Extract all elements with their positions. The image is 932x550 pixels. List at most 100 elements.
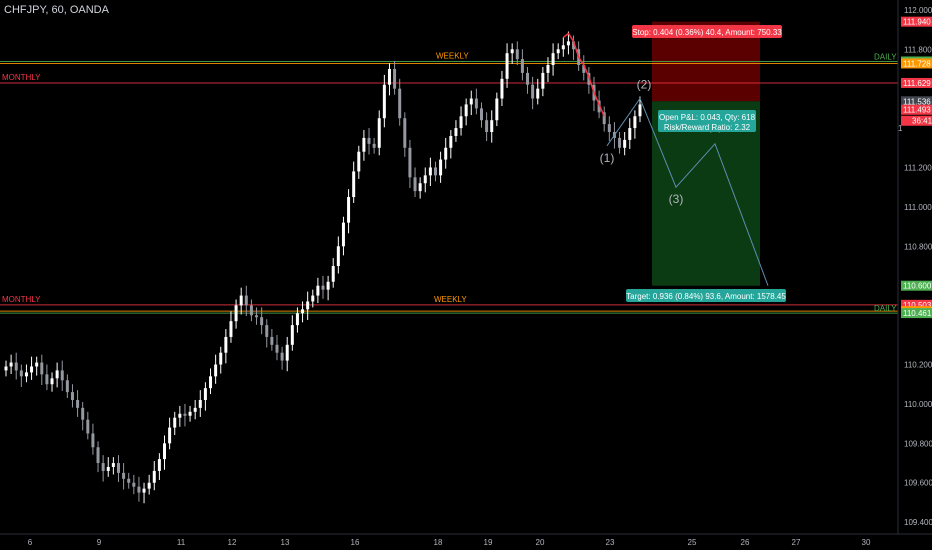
x-tick: 27 [792, 538, 801, 547]
candle-body [398, 88, 402, 119]
candle-body [526, 72, 530, 85]
wave-label-1: (1) [600, 151, 615, 165]
stop-label-box [632, 25, 782, 38]
candle-body [520, 59, 524, 73]
candle-body [101, 463, 105, 471]
candle-body [280, 352, 284, 361]
candle-body [86, 419, 90, 434]
candle-body [408, 147, 412, 178]
daily-label-upper: DAILY [874, 52, 897, 61]
candle-body [382, 84, 386, 119]
x-tick: 26 [741, 538, 750, 547]
candle-body [459, 116, 463, 129]
candle-body [295, 313, 299, 326]
candle-body [439, 159, 443, 176]
weekly-label-lower: WEEKLY [434, 295, 467, 304]
candle-body [255, 315, 259, 318]
candle-body [387, 68, 391, 85]
x-tick: 13 [281, 538, 290, 547]
candle-body [352, 171, 356, 198]
candle-body [485, 120, 489, 133]
candle-body [35, 362, 39, 367]
y-tick: 112.000 [904, 6, 932, 15]
candle-body [505, 53, 509, 79]
candle-body [474, 98, 478, 109]
level-tag-text-target: 110.600 [903, 282, 932, 291]
candle-body [341, 222, 345, 247]
candle-body [464, 104, 468, 117]
candle-body [122, 472, 126, 479]
candle-body [55, 370, 59, 379]
x-tick: 16 [351, 538, 360, 547]
candle-body [321, 285, 325, 290]
candle-body [572, 41, 576, 50]
target-zone [652, 101, 760, 286]
candle-body [152, 470, 156, 483]
candle-body [209, 376, 213, 389]
y-tick: 110.800 [904, 242, 932, 251]
target-label-text-0: Target: 0.936 (0.84%) 93.6, Amount: 1578… [626, 292, 786, 301]
candle-body [137, 486, 141, 493]
candle-body [157, 459, 161, 471]
candle-body [142, 488, 146, 493]
level-tag-current [901, 96, 932, 107]
candle-body [316, 285, 320, 296]
candle-body [623, 139, 627, 148]
candle-body [4, 366, 8, 371]
candle-body [106, 466, 110, 471]
candle-body [168, 427, 172, 444]
level-tag-text-monthly-upper: 111.629 [903, 79, 931, 88]
candle-body [229, 321, 233, 337]
countdown-text: 36:41 [912, 117, 932, 126]
candle-body [495, 98, 499, 121]
candle-body [582, 65, 586, 73]
candle-body [454, 128, 458, 136]
candle-body [193, 407, 197, 412]
level-tag-weekly-upper [901, 58, 932, 69]
y-tick: 111.000 [904, 203, 932, 212]
candle-body [372, 143, 376, 148]
level-tag-bid [901, 104, 932, 115]
level-tag-text-current: 111.536 [903, 97, 931, 106]
x-tick: 18 [434, 538, 443, 547]
candle-body [30, 366, 34, 373]
symbol-title: CHFJPY, 60, OANDA [4, 4, 109, 16]
candle-body [96, 447, 100, 464]
candle-body [326, 281, 330, 290]
pnl-label-text-0: Open P&L: 0.043, Qty: 618 [659, 113, 756, 122]
level-tag-text-daily-lower: 110.461 [903, 309, 932, 318]
candle-body [551, 53, 555, 66]
candle-body [556, 49, 560, 54]
candle-body [393, 68, 397, 89]
y-tick: 109.800 [904, 439, 932, 448]
level-tag-stop [901, 16, 932, 27]
candle-body [224, 336, 228, 353]
wave-label-2: (2) [637, 78, 652, 92]
level-tag-monthly-lower [901, 299, 932, 310]
candle-body [633, 116, 637, 129]
candle-body [301, 309, 305, 314]
candle-body [116, 463, 120, 473]
y-tick-partial: 1 [898, 124, 903, 133]
candle-body [198, 399, 202, 408]
candle-body [234, 305, 238, 322]
level-tag-text-stop: 111.940 [903, 18, 931, 27]
candle-body [81, 407, 85, 420]
candle-body [219, 352, 223, 365]
candle-body [490, 120, 494, 133]
candle-body [541, 72, 545, 89]
candle-body [428, 167, 432, 176]
candle-body [444, 147, 448, 160]
x-tick: 6 [28, 538, 33, 547]
weekly-label-upper: WEEKLY [436, 51, 469, 60]
candle-body [173, 417, 177, 428]
level-tag-daily-lower [901, 308, 932, 319]
candle-body [618, 137, 622, 148]
candle-body [449, 135, 453, 148]
x-tick: 19 [484, 538, 493, 547]
level-tag-target [901, 280, 932, 291]
pnl-label-text-1: Risk/Reward Ratio: 2.32 [664, 123, 751, 132]
candle-body [566, 41, 570, 46]
candle-body [249, 305, 253, 316]
